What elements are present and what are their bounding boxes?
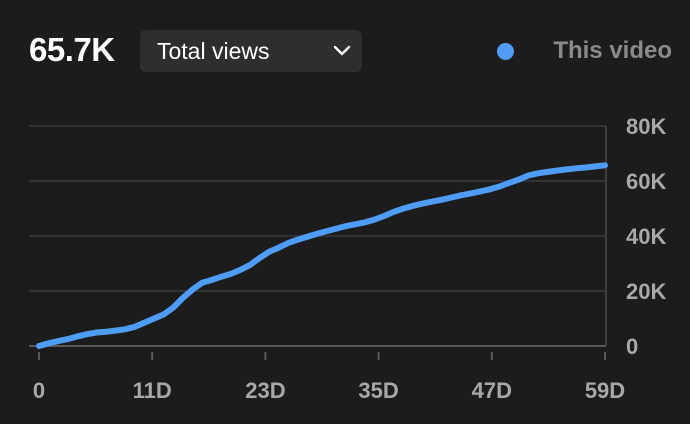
legend-swatch <box>497 43 514 60</box>
legend: This video <box>472 33 672 69</box>
x-tick-label: 0 <box>33 378 45 403</box>
series-line-this-video <box>36 162 608 349</box>
legend-label: This video <box>553 37 672 64</box>
y-tick-label: 0 <box>626 334 638 359</box>
metric-dropdown[interactable]: Total views <box>140 30 362 72</box>
y-tick-labels: 0 20K 40K 60K 80K <box>626 114 666 359</box>
y-tick-label: 20K <box>626 279 666 304</box>
series-layer <box>36 162 608 349</box>
x-tick-label: 59D <box>585 378 625 403</box>
chart-header: 65.7K Total views This video <box>0 0 690 100</box>
chevron-down-icon <box>333 45 351 56</box>
x-tick-label: 23D <box>245 378 285 403</box>
x-tick-label: 35D <box>358 378 398 403</box>
x-tick-label: 47D <box>472 378 512 403</box>
grid-lines <box>29 125 606 347</box>
metric-dropdown-label: Total views <box>157 38 270 64</box>
axes <box>38 126 607 360</box>
y-tick-label: 80K <box>626 114 666 139</box>
y-tick-label: 40K <box>626 224 666 249</box>
x-tick-labels: 0 11D 23D 35D 47D 59D <box>33 378 625 403</box>
y-tick-label: 60K <box>626 169 666 194</box>
x-tick-label: 11D <box>133 378 172 403</box>
total-views-value: 65.7K <box>29 31 115 68</box>
